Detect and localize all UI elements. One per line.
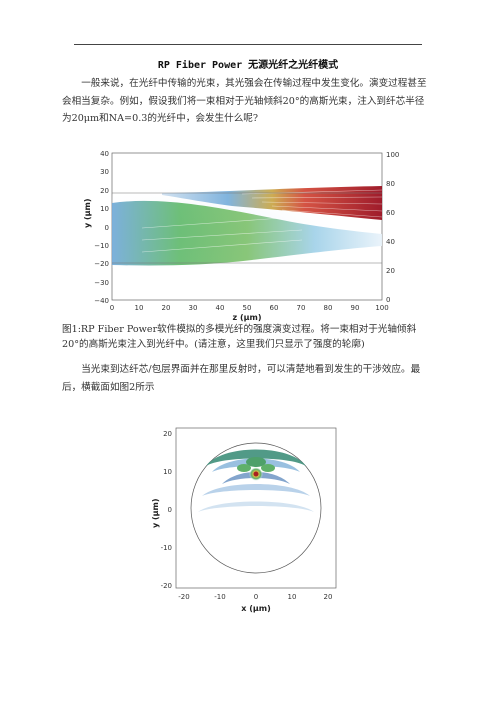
x-tick: -10 (214, 593, 225, 601)
y-tick: −10 (94, 242, 109, 250)
y-axis-label: y (μm) (83, 198, 92, 228)
beam-upper (162, 186, 382, 220)
x-tick: 90 (351, 304, 360, 312)
x-tick: 0 (110, 304, 114, 312)
x-tick: 70 (297, 304, 306, 312)
x-tick: 20 (324, 593, 333, 601)
y-tick: -20 (161, 582, 172, 590)
figure-1-intensity-evolution: 40 30 20 10 0 −10 −20 −30 −40 y (μm) 0 1… (83, 150, 399, 322)
right-tick: 40 (386, 238, 395, 246)
figure-2-cross-section: 20 10 0 -10 -20 y (μm) -20 -10 0 10 20 x… (151, 427, 337, 613)
x-tick: 40 (216, 304, 225, 312)
figure-1-caption: 图1:RP Fiber Power软件模拟的多模光纤的强度演变过程。将一束相对于… (62, 324, 417, 350)
y-tick: 30 (100, 168, 109, 176)
y-axis-label: y (μm) (151, 498, 160, 528)
x-tick: -20 (178, 593, 189, 601)
y-tick: 0 (105, 224, 109, 232)
x-axis-label: z (μm) (233, 313, 262, 322)
paragraph-interference: 当光束到达纤芯/包层界面并在那里反射时，可以清楚地看到发生的干涉效应。最后，横截… (62, 364, 421, 393)
x-tick: 0 (254, 593, 258, 601)
y-tick: 0 (168, 506, 172, 514)
x-tick: 60 (270, 304, 279, 312)
fiber-core-circle (190, 442, 322, 574)
document-title: RP Fiber Power 无源光纤之光纤模式 (157, 60, 339, 71)
y-tick: 10 (100, 205, 109, 213)
right-tick: 100 (386, 151, 399, 159)
y-tick: 20 (100, 187, 109, 195)
paragraph-intro: 一般来说，在光纤中传输的光束，其光强会在传输过程中发生变化。演变过程甚至会相当复… (62, 78, 427, 124)
x-tick: 30 (189, 304, 198, 312)
y-tick: 20 (163, 430, 172, 438)
y-tick: 40 (100, 150, 109, 158)
right-tick: 0 (386, 296, 390, 304)
x-tick: 80 (324, 304, 333, 312)
x-axis-label: x (μm) (241, 604, 270, 613)
y-tick: −20 (94, 260, 109, 268)
x-tick: 10 (288, 593, 297, 601)
x-tick: 20 (162, 304, 171, 312)
x-tick: 100 (375, 304, 388, 312)
header-rule (74, 44, 422, 45)
y-tick: −40 (94, 297, 109, 305)
x-tick: 10 (135, 304, 144, 312)
y-tick: 10 (163, 468, 172, 476)
right-tick: 60 (386, 209, 395, 217)
y-tick: −30 (94, 279, 109, 287)
right-tick: 20 (386, 267, 395, 275)
right-tick: 80 (386, 180, 395, 188)
y-tick: -10 (161, 544, 172, 552)
x-tick: 50 (243, 304, 252, 312)
